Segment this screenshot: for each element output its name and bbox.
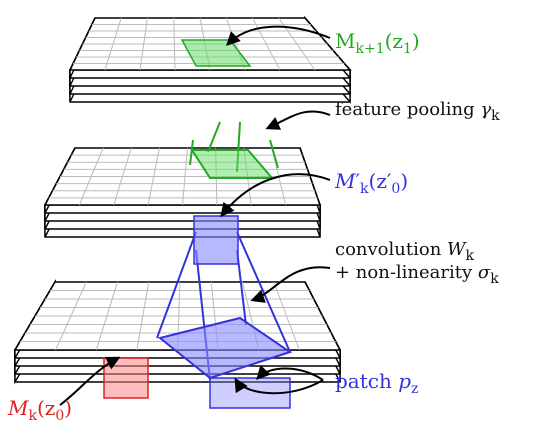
pooled-region-top (180, 39, 252, 67)
pooling-label: feature pooling γk (335, 99, 500, 124)
arrow-bottom-map (59, 356, 121, 406)
mid-map-label: M′k(z′0) (334, 169, 408, 197)
mid-feature-column (193, 215, 239, 265)
layer-bottom (13, 279, 342, 385)
pooling-connector-lines (189, 121, 279, 173)
arrow-mid-map (220, 173, 331, 218)
arrow-patch-1 (256, 365, 324, 381)
input-feature-column (103, 357, 149, 399)
convolution-label-line2: + non-linearity σk (335, 262, 499, 287)
patch-depth-stack (209, 377, 291, 409)
convolution-label-line1: convolution Wk (335, 239, 475, 264)
arrow-pooling (265, 110, 331, 130)
top-map-label: Mk+1(z1) (335, 29, 420, 57)
arrow-top-map (226, 25, 331, 46)
arrow-convolution (250, 266, 331, 303)
arrow-patch-2 (234, 377, 324, 395)
bottom-map-label: Mk(z0) (7, 396, 72, 424)
patch-region (157, 316, 293, 380)
layer-middle (43, 147, 322, 238)
patch-label: patch pz (335, 369, 418, 397)
